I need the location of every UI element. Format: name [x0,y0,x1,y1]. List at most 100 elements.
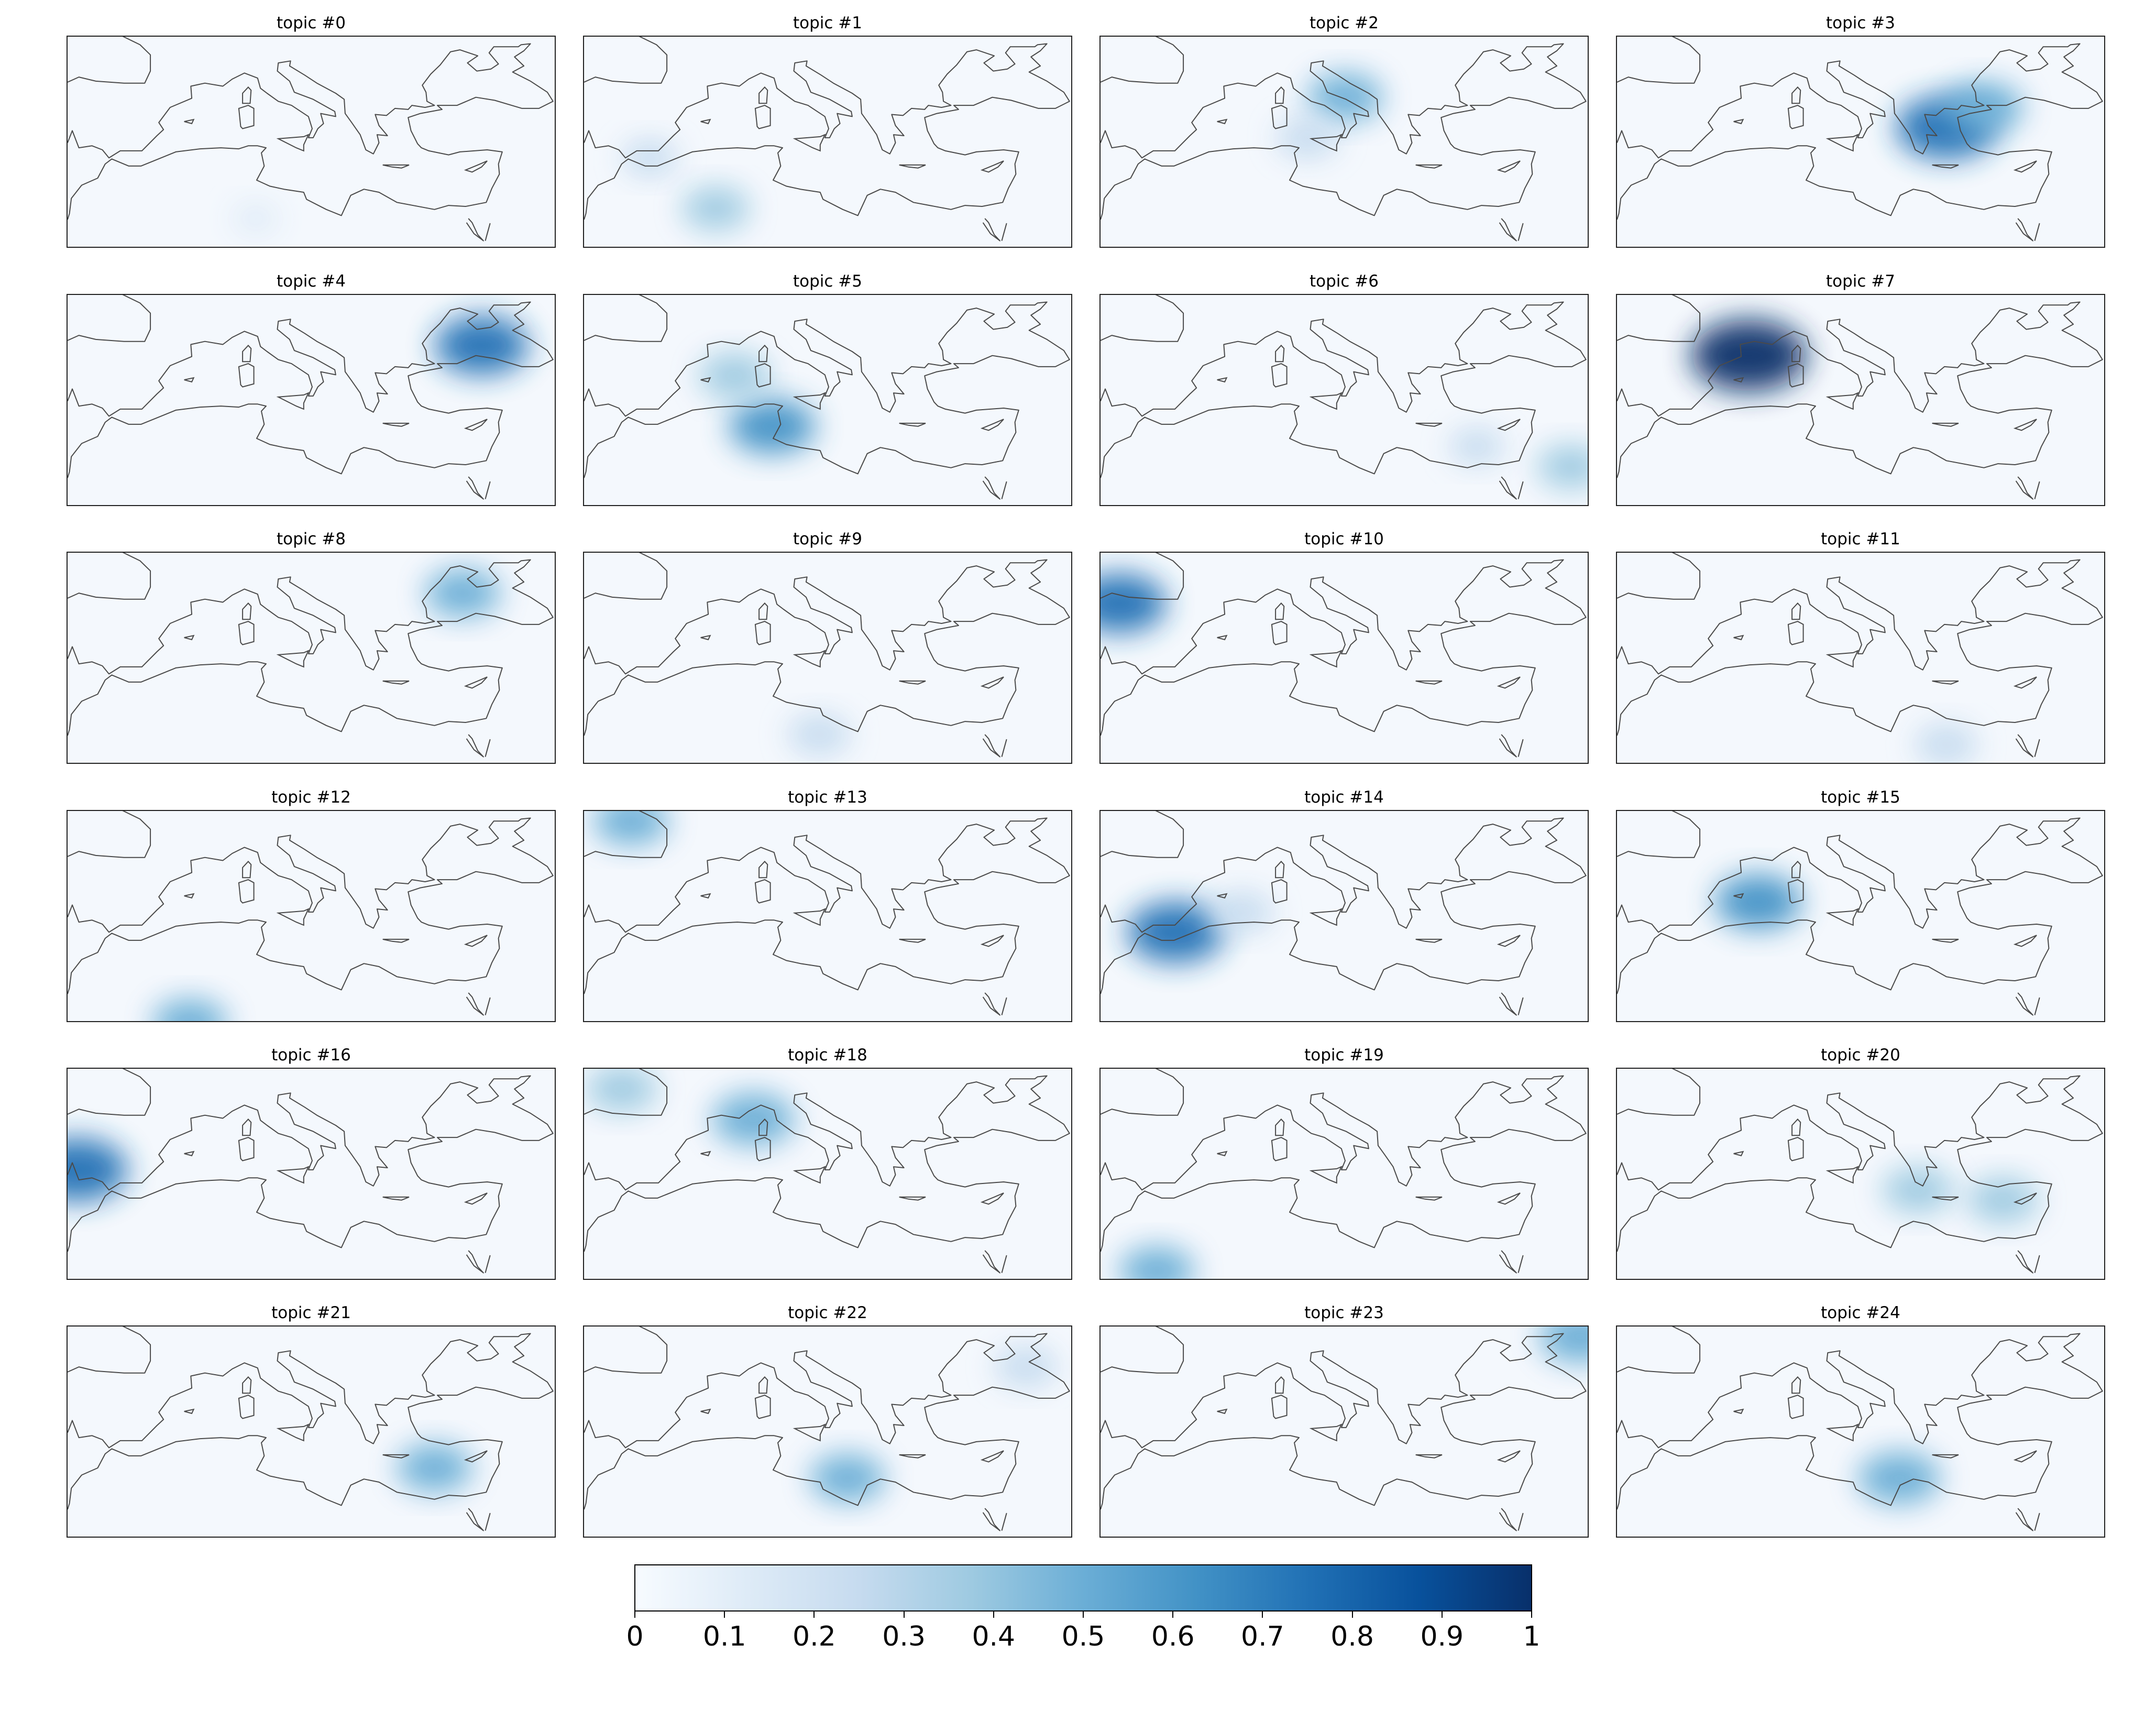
intensity-hotspot [435,316,529,375]
island-outline [1497,676,1521,689]
island-outline [793,1166,826,1184]
coastline [1499,992,1517,1016]
island-outline [1791,602,1801,620]
panel-title: topic #19 [1304,1046,1384,1065]
coastline [2015,1250,2033,1274]
map-panel: topic #22 [583,1303,1072,1538]
panel-title: topic #1 [793,14,862,32]
intensity-hotspot [681,186,750,231]
colorbar-tick-label: 0.6 [1151,1621,1195,1652]
colorbar-tick [1351,1612,1353,1618]
island-outline [2013,935,2037,947]
coastline [68,1069,151,1116]
island-outline [242,1376,252,1394]
map-frame [67,294,556,506]
island-outline [1271,1137,1288,1161]
island-outline [1217,893,1228,899]
island-outline [1733,1408,1744,1415]
map-frame [1616,552,2105,764]
island-outline [1415,938,1443,943]
island-outline [382,680,410,685]
map-frame [1099,36,1589,248]
map-panel: topic #16 [67,1046,556,1280]
panel-title: topic #6 [1309,272,1379,291]
intensity-hotspot [1944,82,2023,133]
map-frame [1616,1068,2105,1280]
island-outline [700,377,711,383]
map-frame [1099,810,1589,1022]
colorbar-tick [1531,1612,1532,1618]
island-outline [793,134,826,152]
island-outline [1787,621,1804,645]
map-canvas [1617,295,2103,500]
island-outline [700,1408,711,1415]
intensity-hotspot [729,399,816,454]
island-outline [238,363,255,388]
island-outline [1309,392,1343,410]
coastline [982,218,1000,242]
island-outline [700,634,711,641]
coastline [584,1327,668,1374]
map-canvas [1617,1069,2103,1274]
panel-title: topic #24 [1821,1303,1900,1322]
intensity-hotspot [593,811,669,846]
island-outline [899,1454,926,1459]
map-canvas [584,553,1070,758]
colorbar-tick-label: 0.9 [1420,1621,1464,1652]
island-outline [1825,392,1859,410]
coastline [1499,1250,1517,1274]
coastline [466,1250,484,1274]
island-outline [980,160,1004,173]
island-outline [758,86,768,104]
panel-title: topic #13 [788,788,867,807]
coastline [2015,476,2033,500]
map-panel: topic #0 [67,14,556,248]
map-panel: topic #12 [67,788,556,1022]
island-outline [1497,160,1521,173]
map-panel: topic #15 [1616,788,2105,1022]
panel-title: topic #0 [276,14,346,32]
intensity-hotspot [994,1346,1059,1388]
island-outline [1932,938,1959,943]
colorbar-tick-label: 0 [626,1621,644,1652]
colorbar-tick [903,1612,905,1618]
panel-title: topic #18 [788,1046,867,1065]
coastline [1617,811,1701,858]
island-outline [1497,1192,1521,1205]
coastline [485,1512,491,1531]
map-canvas [584,295,1070,500]
intensity-hotspot [787,714,852,756]
island-outline [758,1376,768,1394]
island-outline [899,938,926,943]
map-panel: topic #5 [583,272,1072,506]
coastline [68,817,554,994]
map-canvas [68,37,554,242]
map-canvas [68,295,554,500]
coastline [1101,295,1184,342]
island-outline [758,860,768,879]
map-canvas [1617,37,2103,242]
coastline [1517,1255,1524,1273]
colorbar-tick [634,1612,635,1618]
intensity-hotspot [1967,1177,2039,1223]
island-outline [238,1137,255,1161]
island-outline [758,344,768,363]
colorbar-tick-label: 0.7 [1241,1621,1284,1652]
panel-title: topic #9 [793,530,862,549]
map-canvas [1101,295,1588,500]
coastline [485,223,491,241]
panel-title: topic #4 [276,272,346,291]
island-outline [793,392,826,410]
colorbar-tick-label: 0.8 [1330,1621,1374,1652]
map-canvas [68,1327,554,1531]
island-outline [238,1395,255,1419]
island-outline [276,392,310,410]
island-outline [238,105,255,129]
map-canvas [584,1069,1070,1274]
map-canvas [1617,553,2103,763]
island-outline [1415,680,1443,685]
coastline [1101,811,1184,858]
map-panel: topic #1 [583,14,1072,248]
coastline [982,992,1000,1016]
coastline [1101,1069,1184,1116]
